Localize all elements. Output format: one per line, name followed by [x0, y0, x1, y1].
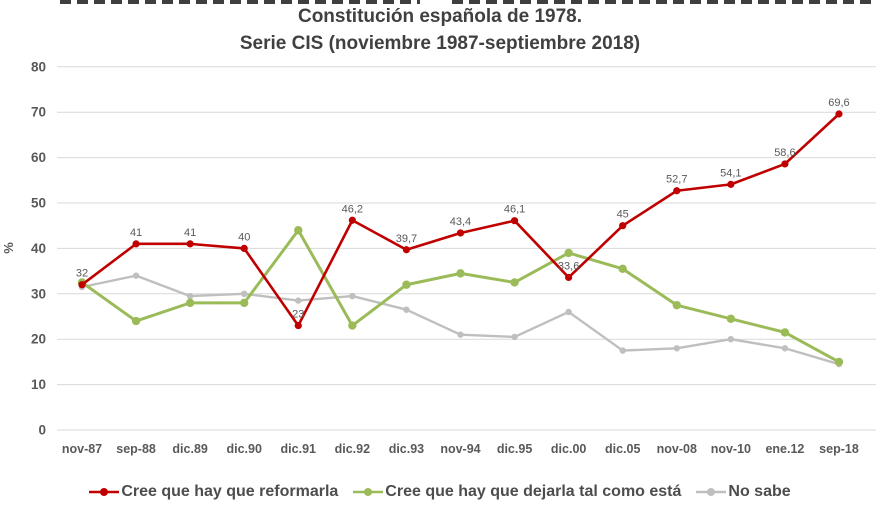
data-point-marker	[241, 290, 248, 297]
data-point-marker	[673, 345, 680, 352]
y-axis-label: 80	[31, 59, 46, 74]
data-point-marker	[564, 248, 573, 258]
data-point-marker	[348, 216, 356, 224]
y-axis-label: 60	[31, 150, 46, 165]
data-label: 40	[238, 231, 250, 243]
data-point-marker	[132, 240, 140, 248]
data-label: 45	[617, 209, 629, 221]
chart-legend: Cree que hay que reformarla Cree que hay …	[0, 477, 880, 507]
legend-key-icon	[89, 488, 120, 496]
x-axis-label: dic.90	[226, 442, 261, 456]
clipped-title-line	[452, 0, 872, 4]
data-point-marker	[132, 272, 140, 279]
x-axis-label: dic.93	[389, 442, 424, 456]
chart-title-line1: Constitución española de 1978.	[297, 6, 583, 27]
data-label: 46,2	[342, 203, 363, 215]
x-axis-label: nov-08	[657, 442, 697, 456]
data-point-marker	[402, 280, 411, 289]
y-axis-label: 40	[31, 241, 46, 256]
line-chart: 0 10 20 30 40 50 60 70 80% nov-87 sep-88 dic.89 dic.…	[1, 59, 876, 456]
data-point-marker	[457, 331, 464, 338]
x-axis-label: dic.89	[172, 442, 207, 456]
data-label: 54,1	[720, 167, 741, 179]
data-point-marker	[726, 314, 736, 323]
data-point-marker	[240, 244, 248, 252]
data-label: 58,6	[774, 147, 795, 159]
data-point-marker	[186, 240, 194, 248]
data-point-marker	[349, 292, 356, 300]
data-point-marker	[78, 281, 86, 289]
data-point-marker	[348, 321, 357, 330]
data-point-marker	[781, 160, 789, 168]
y-axis-label: 20	[31, 332, 46, 347]
data-label: 41	[184, 227, 196, 239]
legend-item-2: No sabe	[696, 483, 791, 501]
data-point-marker	[403, 306, 410, 313]
data-point-marker	[834, 357, 844, 367]
legend-label: No sabe	[728, 483, 791, 500]
data-point-marker	[618, 264, 627, 274]
data-point-marker	[781, 345, 789, 352]
data-point-marker	[294, 226, 303, 235]
legend-item-0: Cree que hay que reformarla	[89, 483, 338, 501]
data-point-marker	[619, 347, 626, 354]
legend-item-1: Cree que hay que dejarla tal como está	[353, 483, 681, 501]
data-point-marker	[727, 336, 735, 343]
data-label: 32	[76, 268, 88, 280]
x-axis-label: nov-87	[62, 442, 102, 456]
x-axis-label: nov-10	[711, 442, 751, 456]
x-axis-label: sep-18	[819, 442, 859, 456]
x-axis-label: nov-94	[440, 442, 480, 456]
data-point-marker	[565, 308, 572, 316]
data-label: 23	[292, 309, 304, 321]
data-point-marker	[619, 222, 627, 230]
data-label: 33,6	[558, 260, 579, 272]
x-axis-label: ene.12	[765, 442, 804, 456]
x-axis-label: dic.00	[551, 442, 586, 456]
data-point-marker	[186, 292, 194, 300]
data-label: 41	[130, 227, 142, 239]
data-point-marker	[835, 110, 843, 118]
legend-label: Cree que hay que reformarla	[121, 483, 339, 500]
data-point-marker	[456, 229, 465, 237]
data-point-marker	[294, 321, 302, 330]
clipped-title-line	[60, 0, 420, 4]
data-label: 46,1	[504, 204, 525, 216]
data-label: 39,7	[396, 233, 417, 245]
y-axis-title: %	[1, 242, 16, 254]
legend-label: Cree que hay que dejarla tal como está	[385, 483, 682, 500]
y-axis-label: 30	[31, 286, 46, 301]
data-label: 69,6	[828, 97, 849, 109]
y-axis-label: 10	[31, 377, 46, 392]
x-axis-label: sep-88	[116, 442, 156, 456]
data-point-marker	[131, 316, 141, 326]
data-point-marker	[673, 187, 681, 195]
data-point-marker	[510, 217, 519, 225]
data-point-marker	[727, 180, 735, 188]
legend-key-icon	[696, 488, 727, 496]
data-point-marker	[295, 297, 302, 304]
x-axis-label: dic.95	[497, 442, 532, 456]
data-point-marker	[240, 298, 249, 308]
data-point-marker	[672, 300, 681, 310]
data-point-marker	[510, 278, 519, 287]
data-label: 43,4	[450, 216, 471, 228]
data-point-marker	[511, 333, 518, 341]
y-axis-label: 0	[38, 423, 46, 438]
data-point-marker	[565, 273, 573, 282]
series-line-2	[81, 274, 840, 366]
chart-title: Constitución española de 1978. Serie CIS…	[0, 3, 880, 57]
x-axis-label: dic.91	[281, 442, 316, 456]
y-axis-label: 70	[31, 105, 46, 120]
data-point-marker	[456, 269, 465, 278]
legend-key-icon	[353, 488, 384, 496]
data-label: 52,7	[666, 174, 687, 186]
y-axis-label: 50	[31, 196, 46, 211]
data-point-marker	[402, 246, 411, 254]
data-point-marker	[780, 328, 790, 337]
x-axis-label: dic.92	[335, 442, 370, 456]
x-axis-label: dic.05	[605, 442, 640, 456]
chart-title-line2: Serie CIS (noviembre 1987-septiembre 201…	[239, 33, 641, 54]
data-point-marker	[185, 298, 195, 308]
